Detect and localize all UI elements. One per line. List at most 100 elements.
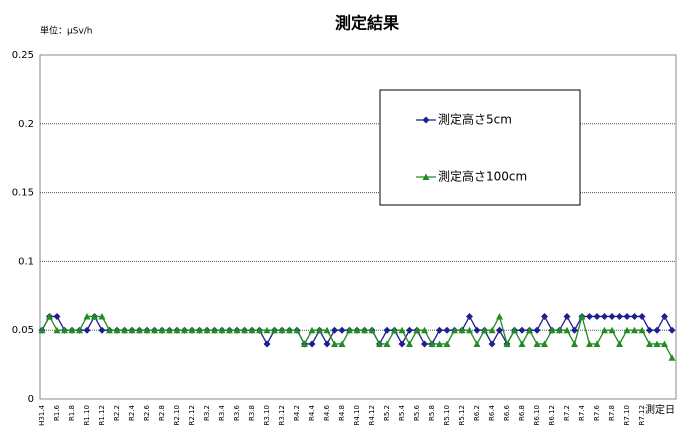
chart-title: 測定結果 [335,14,399,33]
point [278,326,286,334]
point [631,312,638,320]
x-axis-label: 測定日 [645,403,675,416]
x-tick-label: R6.8 [518,405,526,421]
point [331,326,338,334]
point [488,340,496,348]
x-tick-label: R2.6 [143,404,151,421]
point [586,340,593,347]
y-tick-label: 0.1 [18,256,34,267]
point [91,312,98,320]
point [323,340,331,348]
x-tick-label: R6.2 [473,405,481,421]
x-tick-label: R5.8 [428,405,436,421]
point [248,326,256,334]
point [646,340,653,347]
point [368,326,376,334]
point [451,326,458,334]
x-tick-label: R5.4 [398,404,406,421]
point [571,326,578,334]
point [46,312,53,320]
point [271,326,278,334]
point [338,340,346,347]
point [653,340,661,347]
unit-label: 単位：μSv/h [40,25,93,37]
x-tick-label: R2.2 [113,405,121,421]
point [376,340,383,347]
x-tick-label: R1.10 [83,405,91,425]
x-tick-label: H31.4 [38,404,46,425]
point [661,340,668,347]
point [533,340,541,347]
point [518,340,526,347]
point [226,326,233,334]
point [511,326,518,334]
point [428,340,436,347]
point [593,340,601,347]
point [53,312,61,320]
point [586,312,593,320]
point [413,326,421,334]
x-tick-label: R6.6 [503,404,511,421]
point [623,312,631,320]
x-tick-label: R1.6 [53,404,61,421]
x-tick-label: R7.12 [638,405,646,425]
point [263,340,271,348]
y-tick-label: 0 [28,394,34,405]
point [308,340,316,348]
x-tick-label: R7.4 [578,404,586,421]
x-tick-label: R4.10 [353,405,361,425]
point [668,326,676,334]
point [383,326,391,334]
point [443,326,451,334]
x-tick-label: R3.2 [203,405,211,421]
x-tick-label: R5.2 [383,405,391,421]
point [436,340,443,347]
point [188,326,196,334]
point [421,326,428,334]
x-tick-label: R4.2 [293,405,301,421]
point [106,326,113,334]
point [211,326,218,334]
point [638,326,646,334]
x-tick-label: R3.12 [278,405,286,425]
point [323,326,331,334]
point [571,340,578,347]
x-tick-label: R2.12 [188,405,196,425]
x-tick-label: R1.8 [68,405,76,421]
x-tick-label: R5.6 [413,404,421,421]
legend-marker [422,116,430,124]
x-tick-label: R7.6 [593,404,601,421]
point [293,326,301,334]
point [98,312,106,320]
series-line [41,313,673,359]
point [601,312,608,320]
point [608,326,616,334]
point [661,312,668,320]
x-tick-label: R3.6 [233,404,241,421]
point [638,312,646,320]
point [473,326,481,334]
point [533,326,541,334]
point [578,312,586,320]
point [158,326,166,334]
x-tick-label: R4.12 [368,405,376,425]
x-tick-label: R4.4 [308,404,316,421]
point [53,326,61,334]
point [443,340,451,347]
legend-label: 測定高さ5cm [438,112,512,127]
x-tick-label: R3.10 [263,405,271,425]
point [436,326,443,334]
point [68,326,76,334]
point [406,326,413,334]
point [488,326,496,334]
point [668,354,676,361]
y-tick-label: 0.05 [12,325,34,336]
x-tick-label: R7.10 [623,405,631,425]
point [151,326,158,334]
point [398,340,406,348]
point [556,326,563,334]
point [466,312,473,320]
point [361,326,368,334]
point [398,326,406,334]
